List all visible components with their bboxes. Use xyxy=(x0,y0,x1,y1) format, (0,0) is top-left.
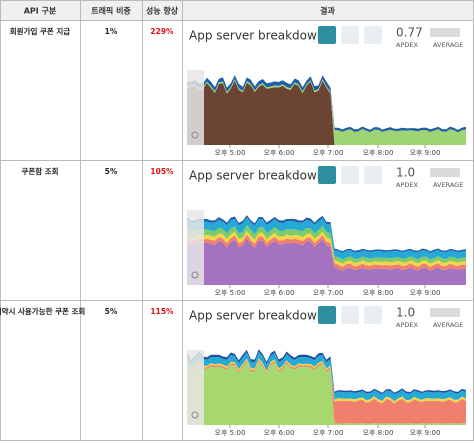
legend-dot xyxy=(191,131,199,139)
apdex-value: 1.0 xyxy=(396,166,415,180)
time-label: 오후 6:00 xyxy=(264,429,295,437)
apdex-value: 0.77 xyxy=(396,26,423,40)
header-cell: 결과 xyxy=(320,6,335,16)
view-icon xyxy=(364,26,382,44)
view-icon xyxy=(341,166,359,184)
time-label: 오후 9:00 xyxy=(410,289,441,297)
traffic-share: 5% xyxy=(105,167,118,176)
header-cell: 트래픽 비중 xyxy=(91,6,131,16)
chart-area xyxy=(187,359,466,424)
blurred-value xyxy=(430,308,460,317)
blurred-legend xyxy=(187,350,204,425)
api-name: 예약시 사용가능한 쿠폰 조회 xyxy=(0,306,85,316)
chart-area xyxy=(187,351,466,402)
average-label: AVERAGE xyxy=(433,41,463,49)
view-icon xyxy=(364,166,382,184)
time-label: 오후 7:00 xyxy=(313,289,344,297)
view-icon xyxy=(318,306,336,324)
header-cell: API 구분 xyxy=(24,7,57,16)
apdex-value: 1.0 xyxy=(396,306,415,320)
chart-area xyxy=(187,361,466,425)
improvement: 229% xyxy=(150,27,174,36)
view-icon xyxy=(364,306,382,324)
improvement: 115% xyxy=(150,307,174,316)
chart-area xyxy=(187,358,466,404)
chart-area xyxy=(187,217,466,260)
time-label: 오후 5:00 xyxy=(215,429,246,437)
blurred-value xyxy=(430,168,460,177)
time-label: 오후 6:00 xyxy=(264,289,295,297)
header-bg xyxy=(0,0,474,21)
time-label: 오후 8:00 xyxy=(363,149,394,157)
chart-area xyxy=(187,238,466,285)
chart-area xyxy=(187,79,466,145)
blurred-value xyxy=(430,28,460,37)
blurred-legend xyxy=(187,70,204,145)
time-label: 오후 8:00 xyxy=(363,429,394,437)
chart-area xyxy=(187,234,466,271)
average-label: AVERAGE xyxy=(433,321,463,329)
time-label: 오후 9:00 xyxy=(410,429,441,437)
view-icon xyxy=(341,26,359,44)
legend-dot xyxy=(191,411,199,419)
time-label: 오후 5:00 xyxy=(215,289,246,297)
api-name: 쿠폰함 조회 xyxy=(21,166,58,176)
time-label: 오후 5:00 xyxy=(215,149,246,157)
chart-area xyxy=(187,80,466,145)
view-icon xyxy=(341,306,359,324)
time-label: 오후 9:00 xyxy=(410,149,441,157)
improvement: 105% xyxy=(150,167,174,176)
panel-title: App server breakdown xyxy=(189,169,324,183)
time-label: 오후 7:00 xyxy=(313,429,344,437)
chart-area xyxy=(187,225,466,264)
api-name: 회원가입 쿠폰 지급 xyxy=(10,26,71,36)
header-cell: 성능 향상 xyxy=(146,6,179,16)
chart-area xyxy=(187,215,466,253)
view-icon xyxy=(318,166,336,184)
view-icon xyxy=(318,26,336,44)
apdex-label: APDEX xyxy=(396,181,418,189)
blurred-legend xyxy=(187,210,204,285)
traffic-share: 1% xyxy=(105,27,118,36)
average-label: AVERAGE xyxy=(433,181,463,189)
time-label: 오후 6:00 xyxy=(264,149,295,157)
panel-title: App server breakdown xyxy=(189,309,324,323)
apdex-label: APDEX xyxy=(396,321,418,329)
time-label: 오후 8:00 xyxy=(363,289,394,297)
chart-area xyxy=(187,230,466,267)
traffic-share: 5% xyxy=(105,307,118,316)
legend-dot xyxy=(191,271,199,279)
apdex-label: APDEX xyxy=(396,41,418,49)
time-label: 오후 7:00 xyxy=(313,149,344,157)
panel-title: App server breakdown xyxy=(189,29,324,43)
